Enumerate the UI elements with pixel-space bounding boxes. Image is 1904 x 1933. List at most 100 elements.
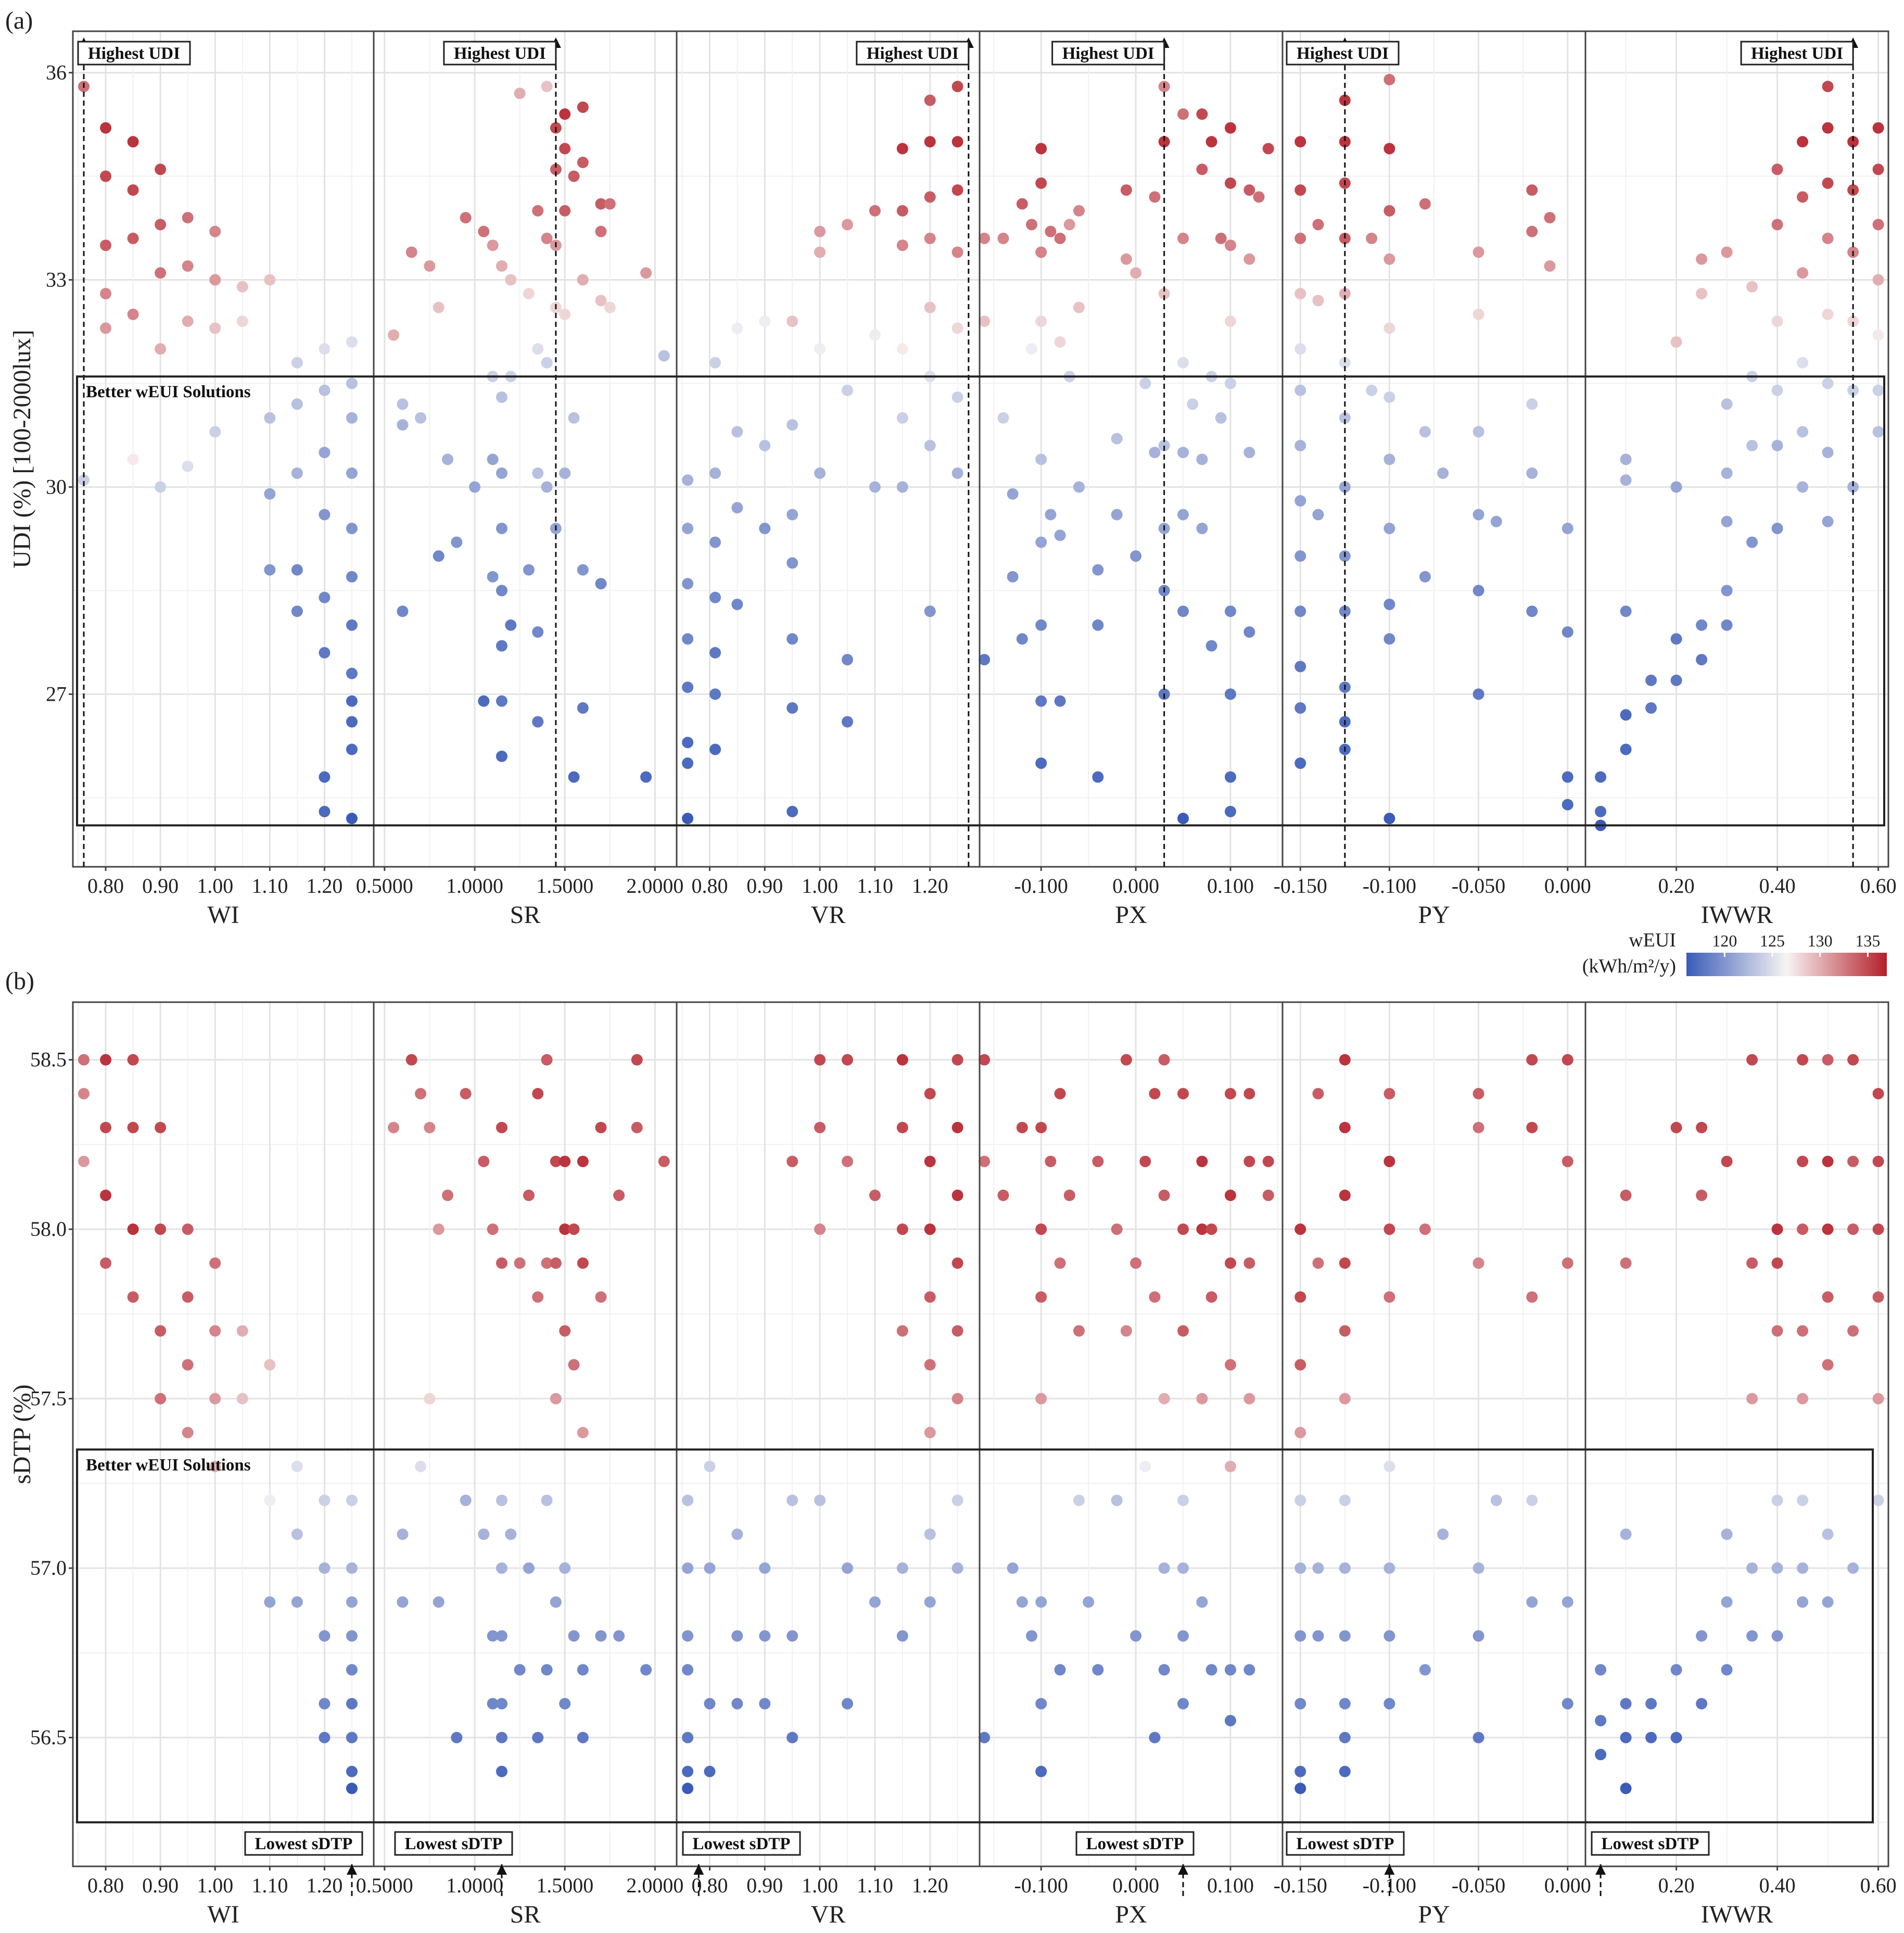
data-point xyxy=(559,308,571,320)
data-point xyxy=(1196,453,1208,465)
data-point xyxy=(550,1257,562,1269)
data-point xyxy=(595,198,607,210)
data-point xyxy=(1383,1698,1395,1710)
data-point xyxy=(559,143,571,155)
data-point xyxy=(532,1088,544,1100)
facet-px: -0.100 0.000 0.100 PX Lowest sDTP xyxy=(979,1001,1284,1928)
data-point xyxy=(487,571,499,583)
data-point xyxy=(346,1562,358,1574)
x-tick-label: 0.000 xyxy=(1112,874,1159,898)
data-point xyxy=(541,1257,553,1269)
data-point xyxy=(924,191,936,203)
x-tick-label: 1.0000 xyxy=(446,874,503,898)
data-point xyxy=(264,1359,276,1371)
data-point xyxy=(1645,702,1657,714)
data-point xyxy=(1595,805,1607,817)
marker-label-box xyxy=(394,1831,513,1856)
x-tick-label: 1.00 xyxy=(197,874,233,898)
data-point xyxy=(1822,122,1834,134)
data-point xyxy=(1243,1393,1255,1405)
data-point xyxy=(1035,177,1047,189)
facet-iwwr: 0.20 0.40 0.60 IWWR Highest UDI xyxy=(1584,30,1897,929)
data-point xyxy=(1721,585,1733,597)
data-point xyxy=(127,308,139,320)
data-point xyxy=(1196,1155,1208,1167)
legend-tick-label: 135 xyxy=(1855,931,1880,950)
facet-iwwr: 0.20 0.40 0.60 IWWR Lowest sDTP xyxy=(1584,1001,1897,1928)
data-point xyxy=(1177,605,1189,617)
data-point xyxy=(1797,1054,1809,1066)
data-point xyxy=(78,1054,90,1066)
data-point xyxy=(1149,447,1161,459)
data-point xyxy=(1620,1783,1632,1795)
x-tick-label: 0.40 xyxy=(1759,874,1796,898)
data-point xyxy=(869,205,881,217)
x-tick-label: 0.90 xyxy=(746,874,783,898)
data-point xyxy=(1294,384,1306,396)
data-point xyxy=(1696,1698,1708,1710)
data-point xyxy=(78,474,90,486)
data-point xyxy=(658,1155,670,1167)
data-point xyxy=(1822,377,1834,389)
data-point xyxy=(496,523,507,535)
data-point xyxy=(388,1121,400,1133)
x-tick-label: 0.80 xyxy=(87,874,124,898)
y-tick-label: 27 xyxy=(46,682,67,705)
data-point xyxy=(1696,1190,1708,1202)
data-point xyxy=(896,481,908,493)
data-point xyxy=(709,743,721,755)
y-axis-title: sDTP (%) xyxy=(8,1384,36,1484)
data-point xyxy=(541,81,553,93)
data-point xyxy=(1771,1494,1783,1506)
marker-label-box xyxy=(1051,41,1165,66)
legend-colorbar xyxy=(1686,953,1887,976)
data-point xyxy=(1339,1630,1351,1642)
data-point xyxy=(1822,177,1834,189)
data-point xyxy=(1177,1223,1189,1235)
data-point xyxy=(236,1393,248,1405)
data-point xyxy=(1366,232,1378,244)
data-point xyxy=(924,1359,936,1371)
data-point xyxy=(682,737,694,749)
data-point xyxy=(682,813,694,825)
data-point xyxy=(896,343,908,355)
data-point xyxy=(496,750,507,762)
data-point xyxy=(496,1732,507,1744)
data-point xyxy=(1771,439,1783,451)
data-point xyxy=(1771,163,1783,175)
data-point xyxy=(1872,384,1884,396)
data-point xyxy=(1177,447,1189,459)
x-tick-label: 0.60 xyxy=(1860,874,1897,898)
data-point xyxy=(1339,1325,1351,1337)
x-tick-label: 1.20 xyxy=(306,874,342,898)
data-point xyxy=(559,1562,571,1574)
data-point xyxy=(514,1664,526,1676)
data-point xyxy=(1312,219,1324,231)
data-point xyxy=(1797,136,1809,148)
data-point xyxy=(1771,219,1783,231)
data-point xyxy=(1035,1291,1047,1303)
data-point xyxy=(568,1630,580,1642)
y-tick-label: 30 xyxy=(46,475,67,498)
data-point xyxy=(1149,1732,1161,1744)
y-tick-label: 58.5 xyxy=(30,1048,67,1071)
data-point xyxy=(1339,136,1351,148)
data-point xyxy=(1139,1460,1151,1472)
data-point xyxy=(478,1528,490,1540)
data-point xyxy=(433,1223,445,1235)
data-point xyxy=(613,1630,625,1642)
data-point xyxy=(568,170,580,182)
data-point xyxy=(1339,1121,1351,1133)
data-point xyxy=(1177,813,1189,825)
data-point xyxy=(1872,1088,1884,1100)
data-point xyxy=(1177,1325,1189,1337)
data-point xyxy=(1595,1664,1607,1676)
data-point xyxy=(424,260,436,272)
data-point xyxy=(496,1257,507,1269)
data-point xyxy=(319,1732,331,1744)
data-point xyxy=(1253,191,1265,203)
data-point xyxy=(182,1291,194,1303)
data-point xyxy=(577,101,589,113)
data-point xyxy=(1721,1528,1733,1540)
data-point xyxy=(415,412,427,424)
